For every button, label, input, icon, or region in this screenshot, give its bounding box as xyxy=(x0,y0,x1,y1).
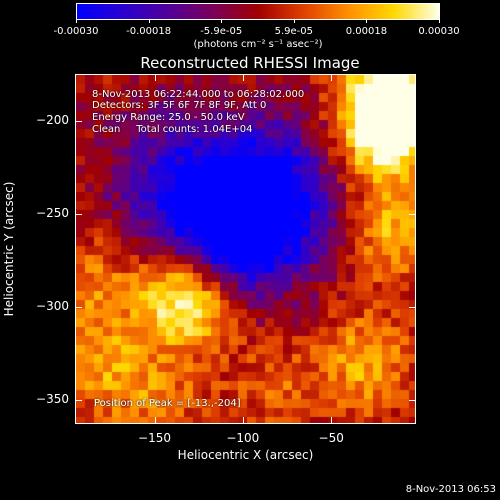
colorbar-tick xyxy=(293,19,295,23)
colorbar-tick-label: 0.00030 xyxy=(418,26,460,37)
y-axis-label: Heliocentric Y (arcsec) xyxy=(2,181,16,317)
annotation-method-counts: Clean Total counts: 1.04E+04 xyxy=(92,124,253,135)
colorbar-tick xyxy=(366,19,368,23)
footer-timestamp: 8-Nov-2013 06:53 xyxy=(405,484,496,495)
colorbar-tick-label: 5.9e-05 xyxy=(274,26,313,37)
annotation-time-range: 8-Nov-2013 06:22:44.000 to 06:28:02.000 xyxy=(92,89,305,100)
x-tick-label: −150 xyxy=(138,431,171,445)
colorbar-tick-label: -5.9e-05 xyxy=(200,26,243,37)
annotation-peak-position: Position of Peak = [-13.,-204] xyxy=(94,398,241,409)
colorbar xyxy=(76,3,440,20)
colorbar-tick xyxy=(76,19,77,23)
x-tick xyxy=(154,417,156,423)
heatmap-image xyxy=(76,75,415,423)
y-tick-label: −350 xyxy=(36,391,69,406)
annotation-detectors: Detectors: 3F 5F 6F 7F 8F 9F, Att 0 xyxy=(92,100,267,111)
y-tick-label: −300 xyxy=(36,298,69,313)
y-tick xyxy=(409,306,415,308)
x-tick xyxy=(242,75,244,81)
x-tick xyxy=(242,417,244,423)
x-tick-label: −100 xyxy=(226,431,260,445)
chart-title: Reconstructed RHESSI Image xyxy=(140,54,360,72)
colorbar-tick xyxy=(439,19,440,23)
colorbar-tick-label: -0.00030 xyxy=(53,26,99,37)
colorbar-tick xyxy=(148,19,150,23)
y-tick xyxy=(76,399,82,401)
colorbar-tick-label: 0.00018 xyxy=(345,26,388,37)
y-tick xyxy=(409,213,415,215)
y-tick-label: −250 xyxy=(36,205,69,220)
x-axis-label: Heliocentric X (arcsec) xyxy=(177,448,314,462)
y-tick xyxy=(76,120,82,122)
colorbar-unit-label: (photons cm⁻² s⁻¹ asec⁻²) xyxy=(193,39,323,50)
colorbar-tick xyxy=(221,19,223,23)
y-tick-label: −200 xyxy=(36,112,69,127)
y-tick xyxy=(409,120,415,122)
x-tick xyxy=(154,75,156,81)
y-tick xyxy=(409,399,415,401)
y-tick xyxy=(76,213,82,215)
y-tick xyxy=(76,306,82,308)
plot-area: 8-Nov-2013 06:22:44.000 to 06:28:02.000 … xyxy=(75,74,416,424)
annotation-energy-range: Energy Range: 25.0 - 50.0 keV xyxy=(92,112,245,123)
x-tick xyxy=(331,75,333,81)
x-tick-label: −50 xyxy=(318,431,344,445)
x-tick xyxy=(331,417,333,423)
colorbar-tick-label: -0.00018 xyxy=(126,26,172,37)
